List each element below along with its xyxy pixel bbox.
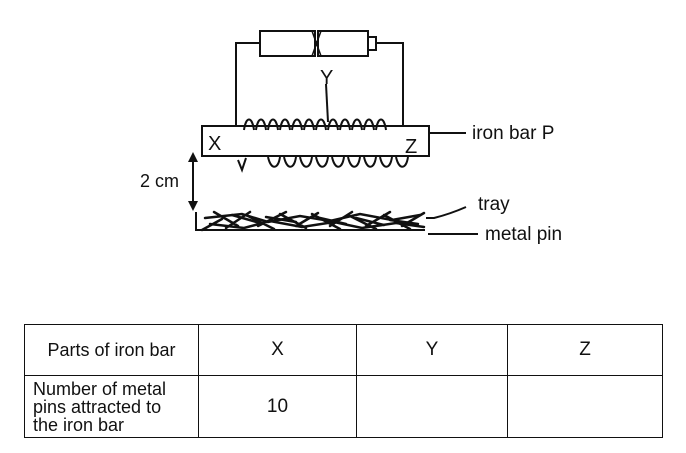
label-y: Y <box>320 67 333 89</box>
distance-arrow <box>188 152 198 211</box>
battery-terminal <box>368 37 376 50</box>
label-iron-bar-p: iron bar P <box>472 123 554 144</box>
electromagnet-diagram: Y X Z iron bar P 2 cm tray metal pin <box>0 0 686 300</box>
results-table: Parts of iron bar X Y Z Number of metal … <box>24 324 663 438</box>
row-label-number-of-pins: Number of metal pins attracted to the ir… <box>25 376 199 438</box>
row-label-line-3: the iron bar <box>33 416 198 434</box>
battery-cell-right <box>318 31 368 56</box>
header-parts-of-iron-bar: Parts of iron bar <box>25 325 199 376</box>
label-distance: 2 cm <box>140 171 179 191</box>
row-label-line-1: Number of metal <box>33 380 198 398</box>
label-x: X <box>208 133 221 155</box>
header-x: X <box>199 325 357 376</box>
label-z: Z <box>405 136 417 158</box>
header-y: Y <box>357 325 508 376</box>
label-tray: tray <box>478 194 510 215</box>
label-metal-pin: metal pin <box>485 224 562 245</box>
iron-bar <box>202 126 429 156</box>
cell-z-value <box>508 376 663 438</box>
metal-pins <box>202 212 424 230</box>
header-z: Z <box>508 325 663 376</box>
table-header-row: Parts of iron bar X Y Z <box>25 325 663 376</box>
battery <box>260 31 376 56</box>
cell-y-value <box>357 376 508 438</box>
battery-cell-left <box>260 31 315 56</box>
row-label-line-2: pins attracted to <box>33 398 198 416</box>
table-row: Number of metal pins attracted to the ir… <box>25 376 663 438</box>
cell-x-value: 10 <box>199 376 357 438</box>
